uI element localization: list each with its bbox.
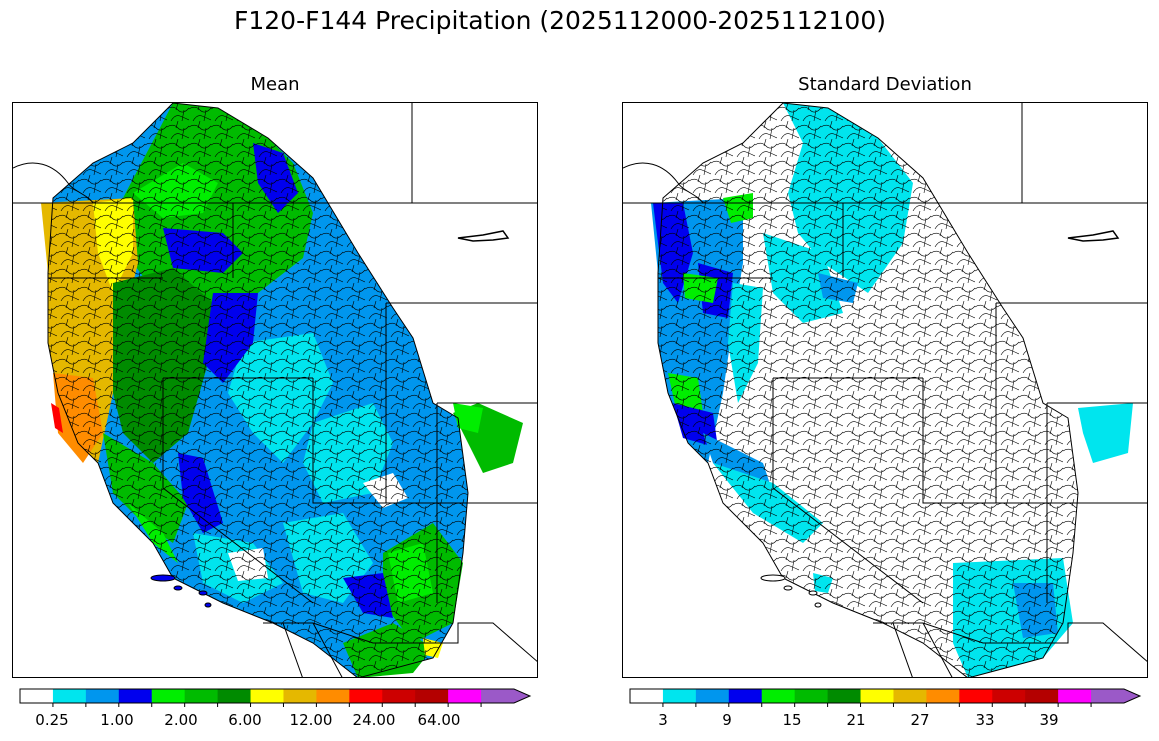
colorbar-outline [629,688,1142,704]
colorbar-segment [448,689,482,703]
colorbar-segment [382,689,416,703]
stddev-great-lakes-shore [1067,230,1120,242]
colorbar-segment [860,689,894,703]
colorbar-segment [959,689,993,703]
colorbar-segment [728,689,763,703]
colorbar-segment [217,689,252,703]
colorbar-segment [893,689,927,703]
stddev-tick-label: 15 [782,711,802,729]
colorbar-segment [151,689,186,703]
region-coast-red [51,403,63,433]
stddev-state-borders [623,103,1147,677]
colorbar-segment [992,689,1026,703]
mean-panel-title: Mean [250,74,300,95]
colorbar-outline [19,688,532,704]
mean-colorbar [19,688,532,707]
colorbar-segment [1058,689,1092,703]
stddev-tick-label: 9 [722,711,732,729]
mean-tick-label: 12.00 [289,711,333,729]
mean-tick-label: 0.25 [35,711,69,729]
mean-state-borders [13,103,537,677]
stddev-map [622,102,1148,678]
mean-tick-label: 64.00 [417,711,461,729]
stddev-panel-title: Standard Deviation [798,74,972,95]
colorbar-segment [316,689,350,703]
colorbar-segment [20,689,54,703]
colorbar-segment [415,689,449,703]
mean-tick-label: 1.00 [100,711,134,729]
region-east-cyan [1078,403,1133,463]
stddev-colorbar [629,688,1142,707]
stddev-regions [651,103,1133,677]
colorbar-segment [52,689,87,703]
mean-precip-regions [41,103,523,677]
colorbar-segment [1091,689,1140,703]
stddev-tick-label: 27 [910,711,930,729]
colorbar-segment [118,689,153,703]
region-east-bright-green [453,403,483,433]
mean-great-lakes-shore [457,230,510,242]
mean-coast-islands [150,574,212,608]
mean-tick-label: 6.00 [228,711,262,729]
colorbar-segment [794,689,829,703]
colorbar-segment [250,689,284,703]
stddev-tick-label: 21 [846,711,866,729]
stddev-coast-islands [760,574,822,608]
colorbar-segment [1025,689,1059,703]
colorbar-segment [926,689,960,703]
mean-map [12,102,538,678]
colorbar-segment [349,689,383,703]
mean-tick-label: 2.00 [164,711,198,729]
colorbar-segment [184,689,219,703]
mean-tick-label: 24.00 [352,711,396,729]
stddev-tick-label: 3 [658,711,668,729]
colorbar-segment [827,689,862,703]
colorbar-segment [630,689,664,703]
colorbar-segment [283,689,317,703]
figure-title: F120-F144 Precipitation (2025112000-2025… [233,6,886,35]
stddev-tick-label: 39 [1039,711,1059,729]
colorbar-segment [662,689,697,703]
stddev-tick-label: 33 [975,711,995,729]
colorbar-segment [761,689,796,703]
colorbar-segment [481,689,530,703]
colorbar-segment [85,689,120,703]
colorbar-segment [695,689,730,703]
